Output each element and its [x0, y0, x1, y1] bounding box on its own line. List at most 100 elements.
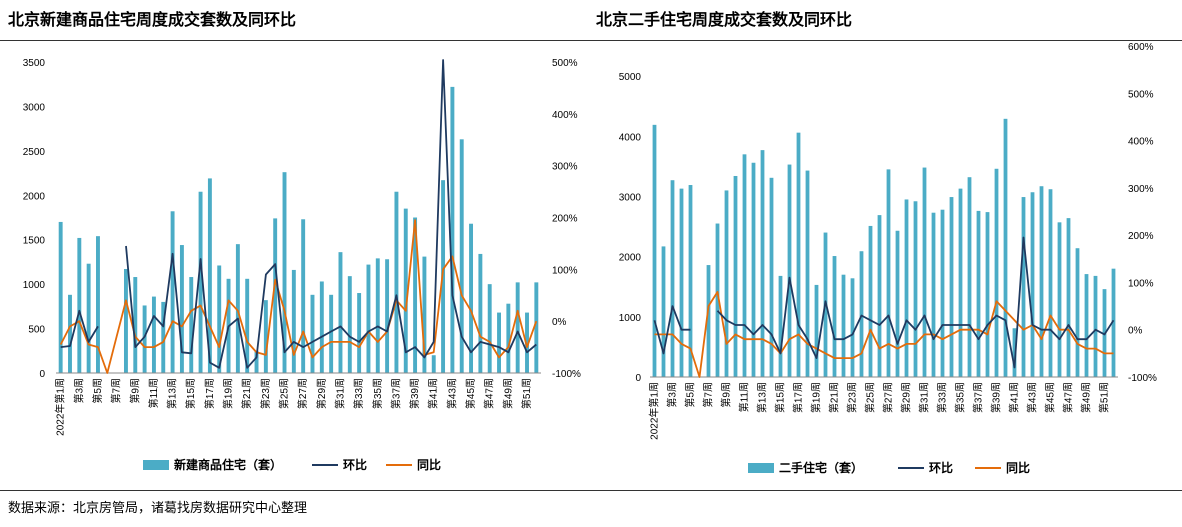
x-tick-label: 2022年第1周: [54, 378, 67, 436]
x-tick-label: 第37周: [972, 382, 985, 413]
bottom-rule: [0, 490, 1182, 491]
bar: [347, 276, 352, 373]
bar: [366, 264, 371, 373]
y2-tick-label: 200%: [552, 214, 578, 225]
bar: [385, 259, 390, 373]
bar: [68, 294, 72, 373]
x-tick-label: 第7周: [110, 378, 123, 404]
y-tick-label: 0: [635, 373, 641, 384]
bar: [77, 237, 82, 373]
bar: [1021, 197, 1026, 377]
bar: [922, 167, 927, 377]
bar: [142, 305, 147, 373]
x-tick-label: 第49周: [1080, 382, 1093, 413]
bar: [245, 278, 250, 373]
bar: [254, 350, 259, 373]
y-tick-label: 1500: [23, 236, 46, 247]
legend-label: 环比: [343, 457, 367, 472]
bar: [207, 178, 212, 373]
bar: [904, 199, 909, 377]
bar: [1003, 118, 1008, 377]
bar: [235, 244, 240, 373]
bar: [940, 209, 945, 377]
x-tick-label: 第35周: [371, 378, 384, 409]
x-tick-label: 第13周: [166, 378, 179, 409]
bar: [814, 284, 819, 377]
bar: [958, 188, 963, 377]
bar: [886, 169, 891, 377]
bar: [1075, 248, 1080, 377]
y2-tick-label: -100%: [1128, 373, 1157, 384]
legend-bar-swatch: [748, 463, 774, 473]
legend-label: 同比: [1006, 460, 1030, 475]
y-tick-label: 3000: [23, 102, 46, 113]
bar: [506, 303, 511, 373]
x-tick-label: 第11周: [738, 382, 751, 412]
bar: [413, 217, 418, 373]
x-tick-label: 第31周: [918, 382, 931, 413]
bar: [422, 256, 427, 373]
x-tick-label: 第31周: [334, 378, 347, 409]
right-chart-title: 北京二手住宅周度成交套数及同环比: [596, 10, 853, 29]
bar: [751, 162, 756, 377]
bar: [1012, 328, 1017, 377]
bar: [459, 139, 464, 373]
bar: [375, 258, 380, 373]
bar: [868, 225, 873, 377]
x-tick-label: 第27周: [882, 382, 895, 413]
x-tick-label: 第23周: [846, 382, 859, 413]
bar: [450, 86, 455, 373]
new-home-chart: 0 500 1000 1500 2000 2500 3000 3500 -100% 0% 100% 2…: [23, 58, 581, 472]
left-chart-title: 北京新建商品住宅周度成交套数及同环比: [8, 10, 297, 29]
y-tick-label: 1000: [23, 280, 46, 291]
bar: [525, 312, 529, 373]
yoy-line: [59, 219, 538, 374]
y2-tick-label: 0%: [1128, 326, 1143, 337]
x-tick-label: 第39周: [408, 378, 421, 409]
bar: [394, 191, 399, 373]
x-tick-label: 第15周: [774, 382, 787, 413]
bar: [403, 208, 408, 373]
bar: [179, 245, 184, 373]
x-tick-label: 第29周: [900, 382, 913, 413]
bar: [310, 294, 315, 373]
bar: [733, 175, 738, 377]
bar: [217, 265, 222, 373]
y2-tick-label: 300%: [1128, 184, 1154, 195]
bar: [859, 251, 864, 377]
x-tick-label: 第5周: [684, 382, 697, 408]
y2-tick-label: 600%: [1128, 42, 1154, 53]
bar: [301, 219, 306, 373]
bar: [913, 201, 918, 377]
bar: [877, 215, 882, 377]
bar: [805, 170, 810, 377]
x-tick-label: 第47周: [1062, 382, 1075, 413]
bar: [850, 278, 855, 377]
y-tick-label: 500: [28, 325, 45, 336]
x-tick-label: 第51周: [1098, 382, 1111, 413]
bar: [715, 223, 720, 377]
bar: [985, 212, 990, 377]
y2-tick-label: 0%: [552, 317, 567, 328]
bar: [96, 236, 100, 373]
bar: [133, 277, 138, 373]
bar: [86, 263, 91, 373]
x-tick-label: 第27周: [296, 378, 309, 409]
bar: [189, 277, 194, 373]
x-tick-label: 第45周: [464, 378, 477, 409]
y2-tick-label: 300%: [552, 162, 578, 173]
x-tick-label: 第25周: [864, 382, 877, 413]
bar: [151, 296, 156, 373]
x-tick-label: 第13周: [756, 382, 769, 413]
x-tick-label: 第51周: [520, 378, 533, 409]
bar: [661, 246, 666, 377]
bar: [263, 300, 268, 373]
bar: [724, 190, 729, 377]
bar: [161, 301, 166, 373]
bar: [469, 223, 474, 373]
bar: [1093, 275, 1098, 377]
x-tick-label: 第9周: [128, 378, 141, 404]
y2-tick-label: 500%: [1128, 89, 1154, 100]
x-tick-label: 2022年第1周: [648, 382, 661, 440]
bar: [123, 269, 128, 373]
